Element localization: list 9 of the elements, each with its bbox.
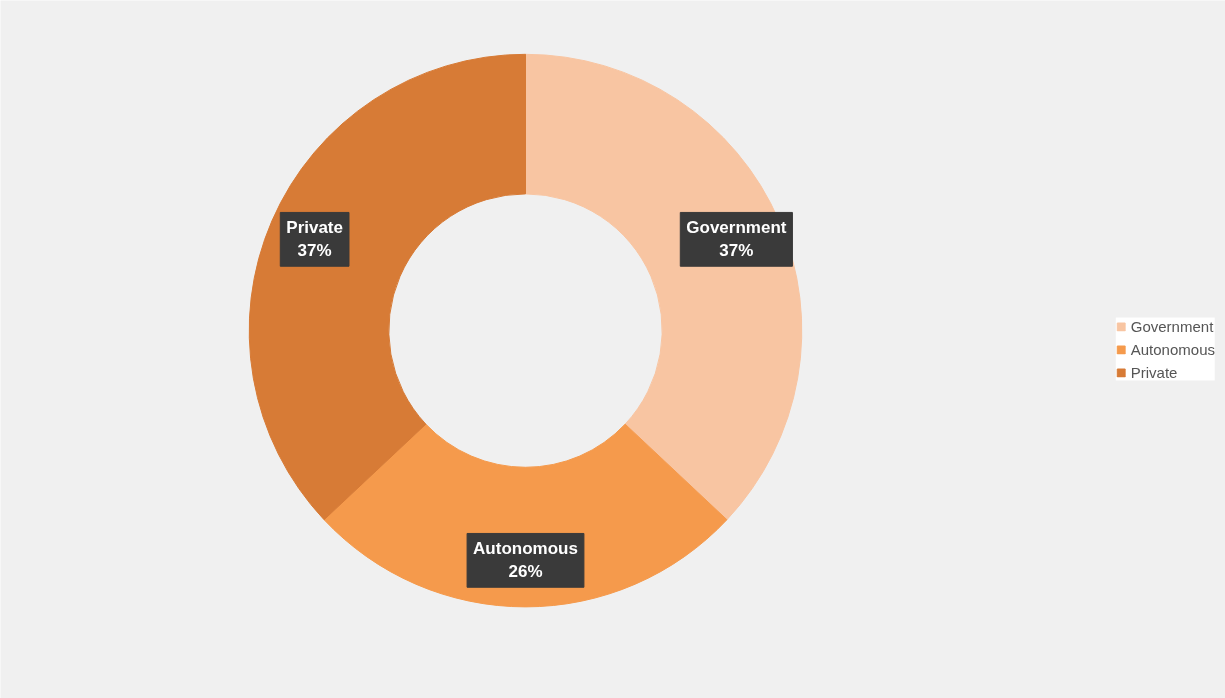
slice-label: Autonomous bbox=[473, 539, 578, 559]
data-label: 37% bbox=[719, 241, 754, 261]
legend-label: Autonomous bbox=[1130, 340, 1215, 358]
legend-label: Private bbox=[1130, 363, 1178, 381]
legend-label: Government bbox=[1130, 317, 1214, 335]
slice-label: Government bbox=[686, 218, 787, 238]
slice-label: Private bbox=[286, 218, 343, 238]
data-label: 26% bbox=[508, 562, 543, 582]
data-label: 37% bbox=[297, 241, 332, 261]
